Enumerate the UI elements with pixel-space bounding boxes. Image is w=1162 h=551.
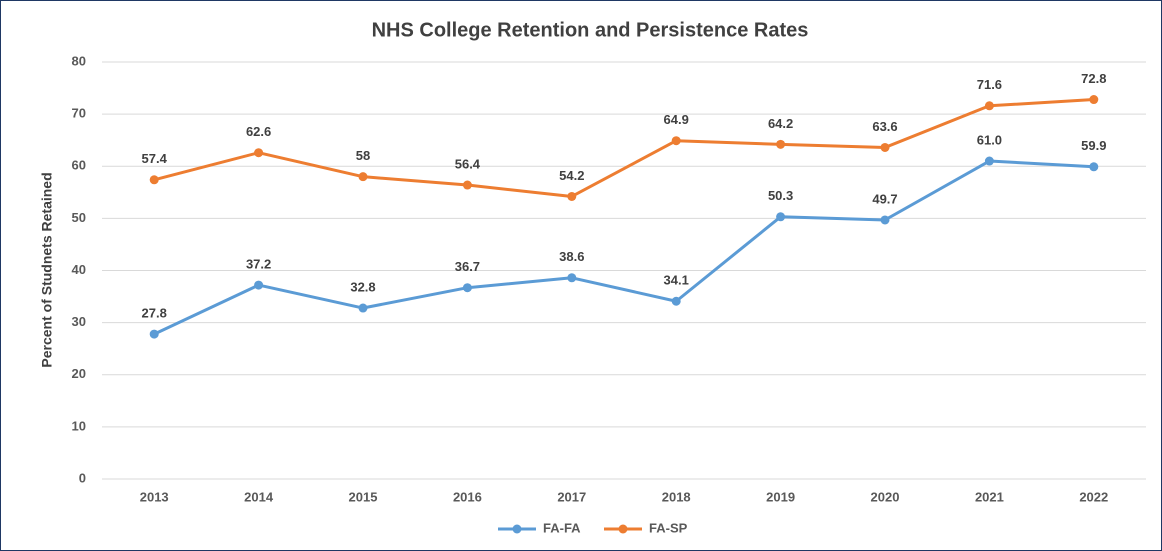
data-label: 61.0: [977, 132, 1002, 147]
x-tick-label: 2017: [557, 489, 586, 504]
x-tick-label: 2020: [871, 489, 900, 504]
data-label: 50.3: [768, 188, 793, 203]
data-label: 57.4: [142, 151, 168, 166]
y-tick-label: 30: [72, 314, 86, 329]
x-tick-label: 2022: [1079, 489, 1108, 504]
series-line: [153, 159, 1094, 336]
legend-label: FA-FA: [543, 520, 581, 535]
legend-label: FA-SP: [649, 520, 688, 535]
x-tick-label: 2019: [766, 489, 795, 504]
data-point: [149, 329, 159, 339]
data-label: 49.7: [872, 191, 897, 206]
data-label: 36.7: [455, 259, 480, 274]
y-tick-label: 70: [72, 106, 86, 121]
x-tick-label: 2018: [662, 489, 691, 504]
data-point: [776, 139, 786, 149]
x-tick-label: 2016: [453, 489, 482, 504]
data-point: [254, 148, 264, 158]
data-label: 34.1: [664, 273, 689, 288]
x-tick-label: 2015: [349, 489, 378, 504]
data-label: 63.6: [872, 119, 897, 134]
x-tick-label: 2014: [244, 489, 274, 504]
data-label: 59.9: [1081, 138, 1106, 153]
data-point: [984, 101, 994, 111]
data-label: 37.2: [246, 257, 271, 272]
data-label: 64.2: [768, 116, 793, 131]
y-tick-label: 40: [72, 262, 86, 277]
y-axis-title: Percent of Studnets Retained: [39, 172, 55, 367]
legend-marker: [512, 524, 522, 534]
series-line: [153, 98, 1094, 198]
data-point: [462, 180, 472, 190]
data-point: [358, 303, 368, 313]
data-point: [671, 136, 681, 146]
data-label: 54.2: [559, 168, 584, 183]
y-tick-label: 20: [72, 366, 86, 381]
data-point: [776, 212, 786, 222]
data-label: 27.8: [142, 306, 167, 321]
data-point: [149, 175, 159, 185]
data-point: [1089, 95, 1099, 105]
data-point: [567, 273, 577, 283]
x-tick-label: 2021: [975, 489, 1004, 504]
data-point: [358, 172, 368, 182]
y-tick-label: 10: [72, 418, 86, 433]
data-point: [671, 296, 681, 306]
legend-marker: [618, 524, 628, 534]
data-label: 72.8: [1081, 71, 1106, 86]
data-label: 58: [356, 148, 370, 163]
y-tick-label: 0: [79, 470, 86, 485]
data-label: 32.8: [350, 279, 375, 294]
data-label: 56.4: [455, 156, 481, 171]
data-point: [984, 156, 994, 166]
data-point: [1089, 162, 1099, 172]
data-point: [567, 191, 577, 201]
data-point: [880, 215, 890, 225]
data-point: [462, 283, 472, 293]
data-label: 64.9: [664, 112, 689, 127]
x-tick-label: 2013: [140, 489, 169, 504]
y-tick-label: 50: [72, 210, 86, 225]
data-point: [254, 280, 264, 290]
data-label: 62.6: [246, 124, 271, 139]
data-point: [880, 142, 890, 152]
chart-title: NHS College Retention and Persistence Ra…: [372, 19, 809, 41]
y-tick-label: 60: [72, 158, 86, 173]
data-label: 38.6: [559, 249, 584, 264]
data-label: 71.6: [977, 77, 1002, 92]
y-tick-label: 80: [72, 53, 86, 68]
